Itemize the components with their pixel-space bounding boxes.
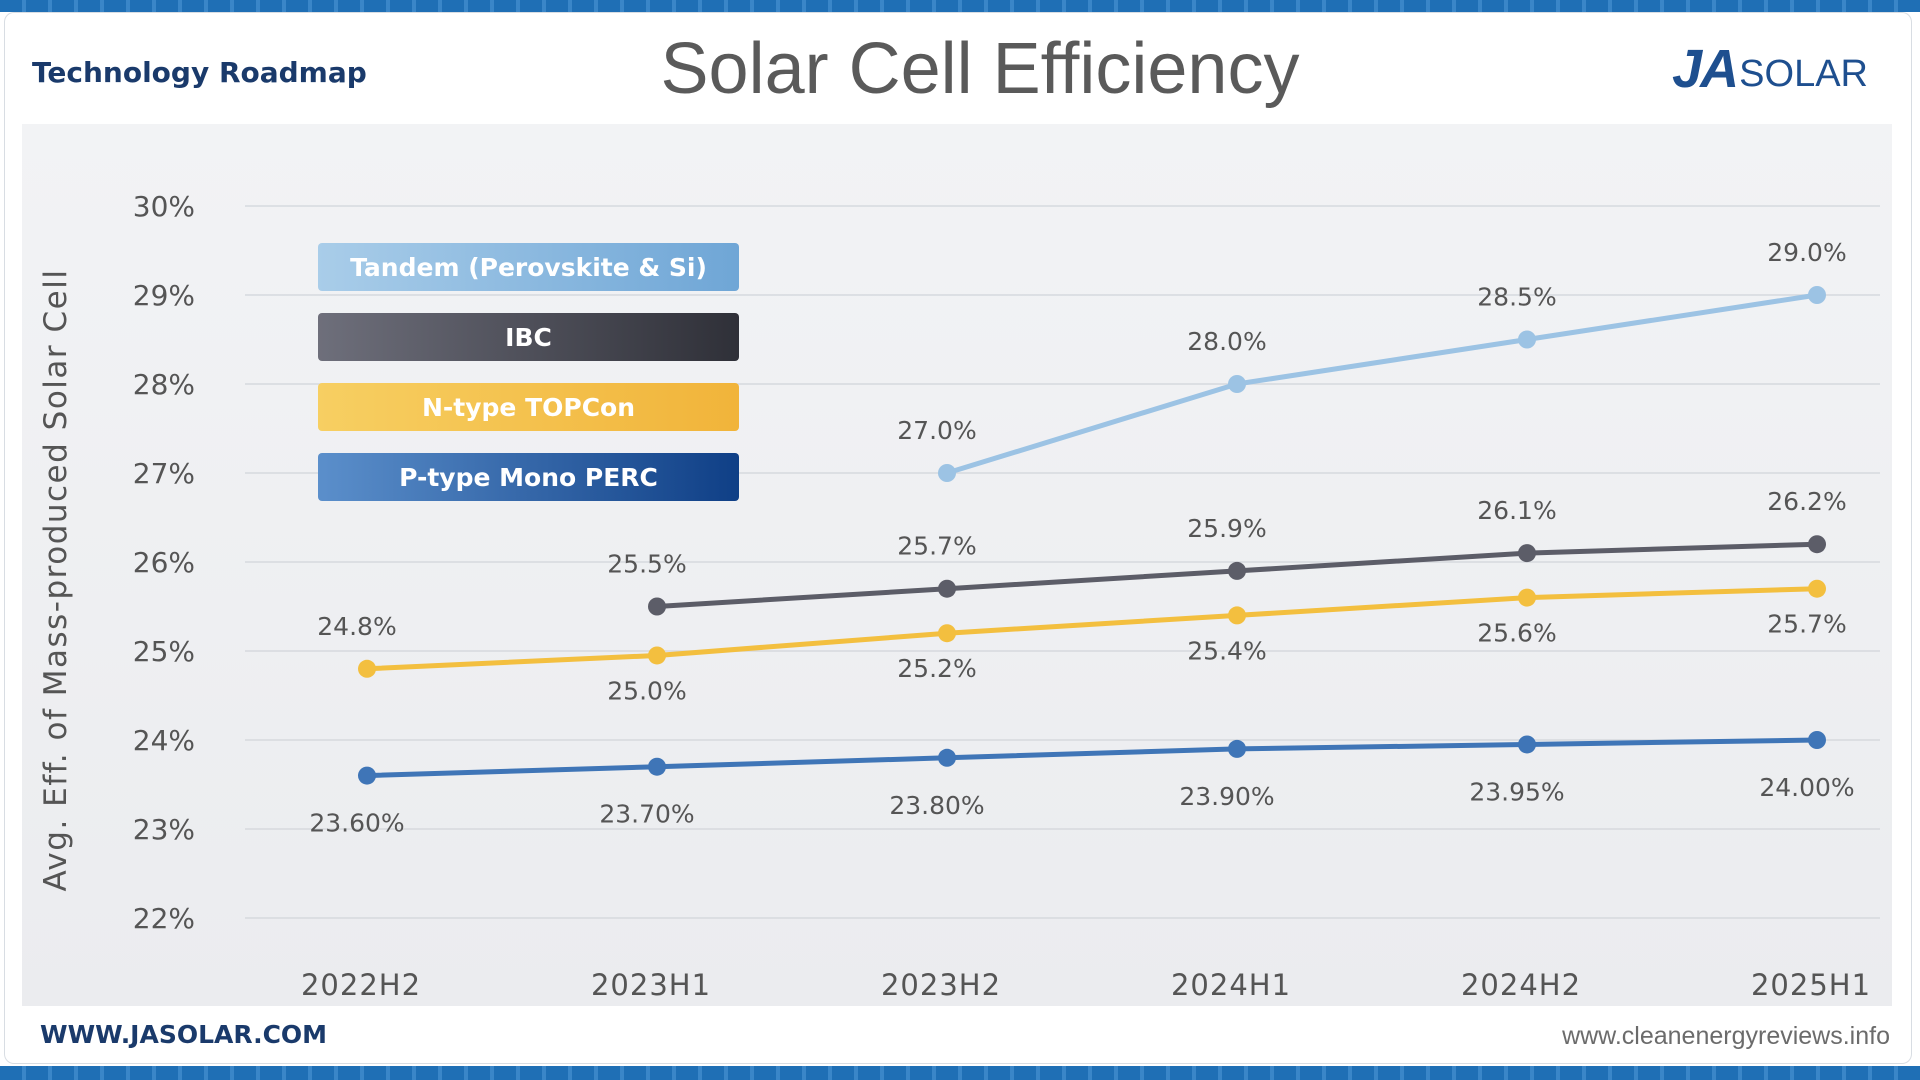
legend-item: Tandem (Perovskite & Si) (318, 243, 739, 291)
x-tick-label: 2022H2 (301, 968, 421, 1002)
data-point (1228, 561, 1246, 580)
data-label: 25.6% (1477, 619, 1556, 648)
data-point (1808, 286, 1826, 304)
y-tick-label: 29% (133, 279, 195, 312)
y-tick-label: 23% (133, 813, 195, 846)
data-point (938, 579, 956, 598)
legend-item: P-type Mono PERC (318, 453, 739, 501)
data-point (1518, 735, 1536, 754)
bottom-frame-band (0, 1066, 1920, 1080)
top-frame-band (0, 0, 1920, 12)
data-point (358, 766, 376, 785)
data-label: 25.0% (607, 676, 686, 705)
data-label: 23.70% (599, 800, 694, 829)
data-label: 25.5% (607, 550, 686, 579)
data-label: 23.60% (309, 809, 404, 838)
series-line (366, 586, 1818, 672)
ja-solar-logo: JA SOLAR (1672, 42, 1868, 96)
x-tick-label: 2024H2 (1461, 968, 1581, 1002)
legend-label: IBC (505, 323, 552, 352)
footer-source: www.cleanenergyreviews.info (1562, 1022, 1890, 1050)
footer-website-link[interactable]: WWW.JASOLAR.COM (40, 1020, 328, 1049)
data-label: 24.8% (317, 612, 396, 641)
x-tick-label: 2025H1 (1751, 968, 1871, 1002)
y-tick-label: 28% (133, 368, 195, 401)
y-tick-label: 25% (133, 635, 195, 668)
data-point (648, 597, 666, 616)
data-label: 28.0% (1187, 327, 1266, 356)
data-point (1518, 330, 1536, 349)
legend-swatch (318, 453, 739, 501)
data-label: 25.7% (897, 532, 976, 561)
data-point (358, 659, 376, 678)
logo-solar-text: SOLAR (1739, 53, 1868, 95)
data-point (648, 646, 666, 665)
legend-swatch (318, 313, 739, 361)
data-label: 26.1% (1477, 496, 1556, 525)
y-tick-label: 30% (133, 190, 195, 223)
data-label: 28.5% (1477, 283, 1556, 312)
series-line (366, 737, 1818, 779)
y-tick-label: 24% (133, 724, 195, 757)
x-tick-label: 2024H1 (1171, 968, 1291, 1002)
header-subtitle: Technology Roadmap (32, 56, 367, 89)
data-label: 25.7% (1767, 610, 1846, 639)
data-label: 23.80% (889, 791, 984, 820)
data-point (1518, 588, 1536, 607)
series-line (946, 292, 1818, 476)
data-label: 25.2% (897, 654, 976, 683)
data-point (1228, 606, 1246, 625)
data-label: 23.95% (1469, 777, 1564, 806)
y-axis-title: Avg. Eff. of Mass-produced Solar Cell (38, 269, 74, 892)
legend-label: P-type Mono PERC (399, 463, 658, 492)
data-label: 24.00% (1759, 773, 1854, 802)
data-label: 26.2% (1767, 487, 1846, 516)
legend-swatch (318, 243, 739, 291)
data-point (938, 748, 956, 767)
y-tick-label: 22% (133, 902, 195, 935)
data-point (1228, 739, 1246, 758)
data-point (648, 757, 666, 776)
x-tick-label: 2023H2 (881, 968, 1001, 1002)
data-point (1808, 535, 1826, 554)
y-tick-label: 26% (133, 546, 195, 579)
data-label: 27.0% (897, 416, 976, 445)
data-label: 23.90% (1179, 782, 1274, 811)
page-title: Solar Cell Efficiency (660, 29, 1300, 109)
data-point (938, 624, 956, 643)
legend-swatch (318, 383, 739, 431)
x-tick-label: 2023H1 (591, 968, 711, 1002)
data-point (1228, 375, 1246, 393)
data-point (1808, 731, 1826, 749)
y-tick-label: 27% (133, 457, 195, 490)
legend-label: Tandem (Perovskite & Si) (350, 253, 707, 282)
logo-ja-text: JA (1672, 39, 1739, 99)
data-point (938, 464, 956, 482)
data-point (1808, 579, 1826, 598)
legend-item: N-type TOPCon (318, 383, 739, 431)
data-label: 29.0% (1767, 238, 1846, 267)
legend-label: N-type TOPCon (422, 393, 635, 422)
data-point (1518, 544, 1536, 563)
legend-item: IBC (318, 313, 739, 361)
data-label: 25.9% (1187, 514, 1266, 543)
data-label: 25.4% (1187, 636, 1266, 665)
